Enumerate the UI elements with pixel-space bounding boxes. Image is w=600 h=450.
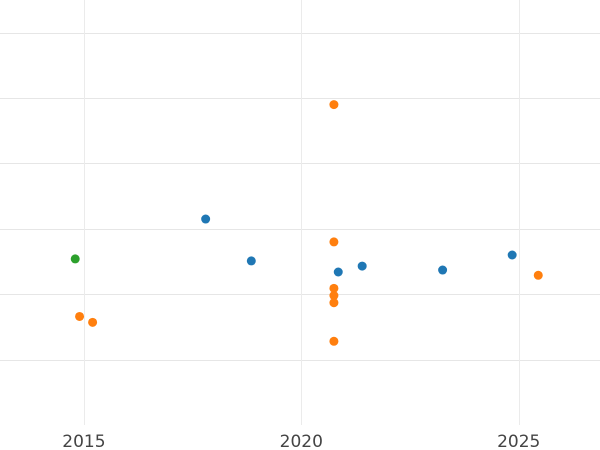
data-point[interactable]	[246, 256, 256, 266]
data-points	[70, 100, 543, 346]
data-point[interactable]	[329, 100, 339, 110]
grid	[0, 0, 600, 425]
data-point[interactable]	[357, 261, 367, 271]
data-point[interactable]	[507, 250, 517, 260]
data-point[interactable]	[438, 265, 448, 275]
data-point[interactable]	[75, 311, 85, 321]
data-point[interactable]	[333, 267, 343, 277]
data-point[interactable]	[329, 237, 339, 247]
x-tick-label: 2025	[497, 432, 540, 450]
data-point[interactable]	[329, 283, 339, 293]
data-point[interactable]	[533, 270, 543, 280]
data-point[interactable]	[329, 298, 339, 308]
data-point[interactable]	[70, 254, 80, 264]
data-point[interactable]	[329, 336, 339, 346]
data-point[interactable]	[329, 291, 339, 301]
x-axis-ticks: 2015 2020 2025	[62, 432, 540, 450]
data-point[interactable]	[201, 214, 211, 224]
data-point[interactable]	[88, 317, 98, 327]
x-tick-label: 2015	[62, 432, 105, 450]
x-tick-label: 2020	[280, 432, 323, 450]
